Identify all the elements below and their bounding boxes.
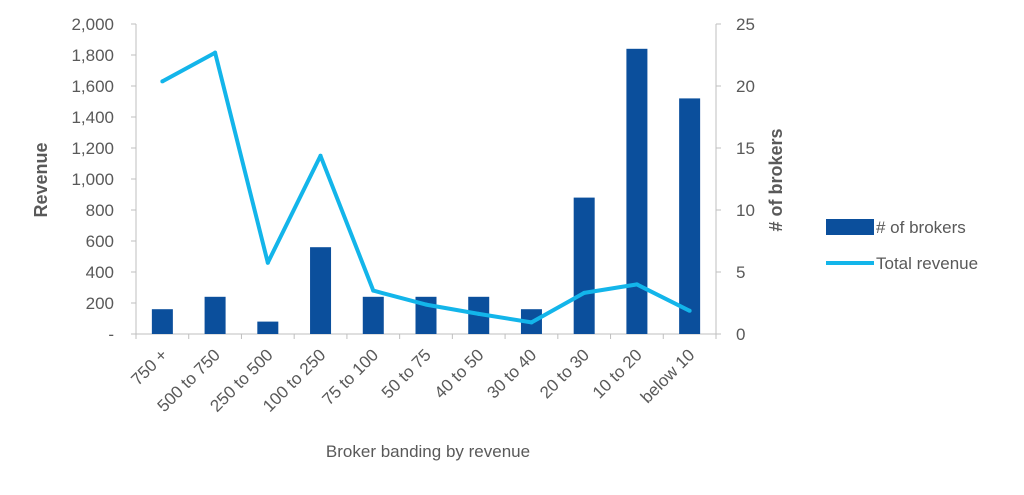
right-y-tick-labels: 0 5 10 15 20 25	[716, 15, 755, 344]
x-tick-label: 40 to 50	[431, 345, 488, 402]
x-tick-label: 750 +	[127, 345, 171, 389]
x-axis-title: Broker banding by revenue	[326, 442, 530, 461]
line-point	[476, 311, 481, 316]
left-y-tick-labels: - 200 400 600 800 1,000 1,200 1,400 1,600 1,800 2,…	[71, 15, 136, 344]
bar	[151, 309, 173, 334]
x-tick-label: 20 to 30	[536, 345, 593, 402]
x-tick-label: below 10	[637, 345, 699, 407]
line-point	[529, 320, 534, 325]
left-y-tick-label: 800	[86, 201, 114, 220]
legend-label-brokers: # of brokers	[876, 218, 966, 237]
left-y-tick-label: 400	[86, 263, 114, 282]
line-point	[160, 79, 165, 84]
x-tick-label: 50 to 75	[378, 345, 435, 402]
left-y-tick-label: 200	[86, 294, 114, 313]
line-point	[582, 290, 587, 295]
right-y-tick-label: 25	[736, 15, 755, 34]
left-y-tick-label: 1,600	[71, 77, 114, 96]
right-y-tick-label: 0	[736, 325, 745, 344]
left-y-tick-label: 1,800	[71, 46, 114, 65]
left-y-tick-label: 1,200	[71, 139, 114, 158]
left-y-tick-label: -	[108, 325, 114, 344]
line-point	[318, 153, 323, 158]
left-y-tick-label: 1,400	[71, 108, 114, 127]
line-point	[424, 302, 428, 307]
bar	[573, 197, 595, 334]
bar	[204, 296, 226, 334]
bar-series-brokers	[151, 48, 701, 335]
right-y-tick-label: 20	[736, 77, 755, 96]
left-y-tick-label: 2,000	[71, 15, 114, 34]
line-point	[371, 288, 376, 293]
left-y-tick-label: 1,000	[71, 170, 114, 189]
bar	[310, 247, 332, 334]
right-y-tick-label: 10	[736, 201, 755, 220]
legend-label-revenue: Total revenue	[876, 254, 978, 273]
left-y-tick-label: 600	[86, 232, 114, 251]
bar	[626, 48, 648, 335]
y-axis-title-right: # of brokers	[766, 128, 786, 231]
x-tick-label: 30 to 40	[483, 345, 540, 402]
line-point	[687, 308, 692, 313]
bar	[257, 321, 279, 334]
line-point	[265, 260, 270, 265]
bar	[362, 296, 384, 334]
y-axis-title-left: Revenue	[31, 142, 51, 217]
revenue-line	[161, 50, 691, 325]
x-tick-label: 75 to 100	[319, 345, 383, 409]
line-point	[213, 50, 218, 55]
right-y-tick-label: 15	[736, 139, 755, 158]
line-series-total-revenue	[160, 50, 692, 325]
legend: # of brokers Total revenue	[826, 218, 978, 273]
right-y-tick-label: 5	[736, 263, 745, 282]
bar	[679, 98, 701, 335]
legend-swatch-brokers	[826, 219, 874, 235]
line-point	[634, 282, 639, 287]
